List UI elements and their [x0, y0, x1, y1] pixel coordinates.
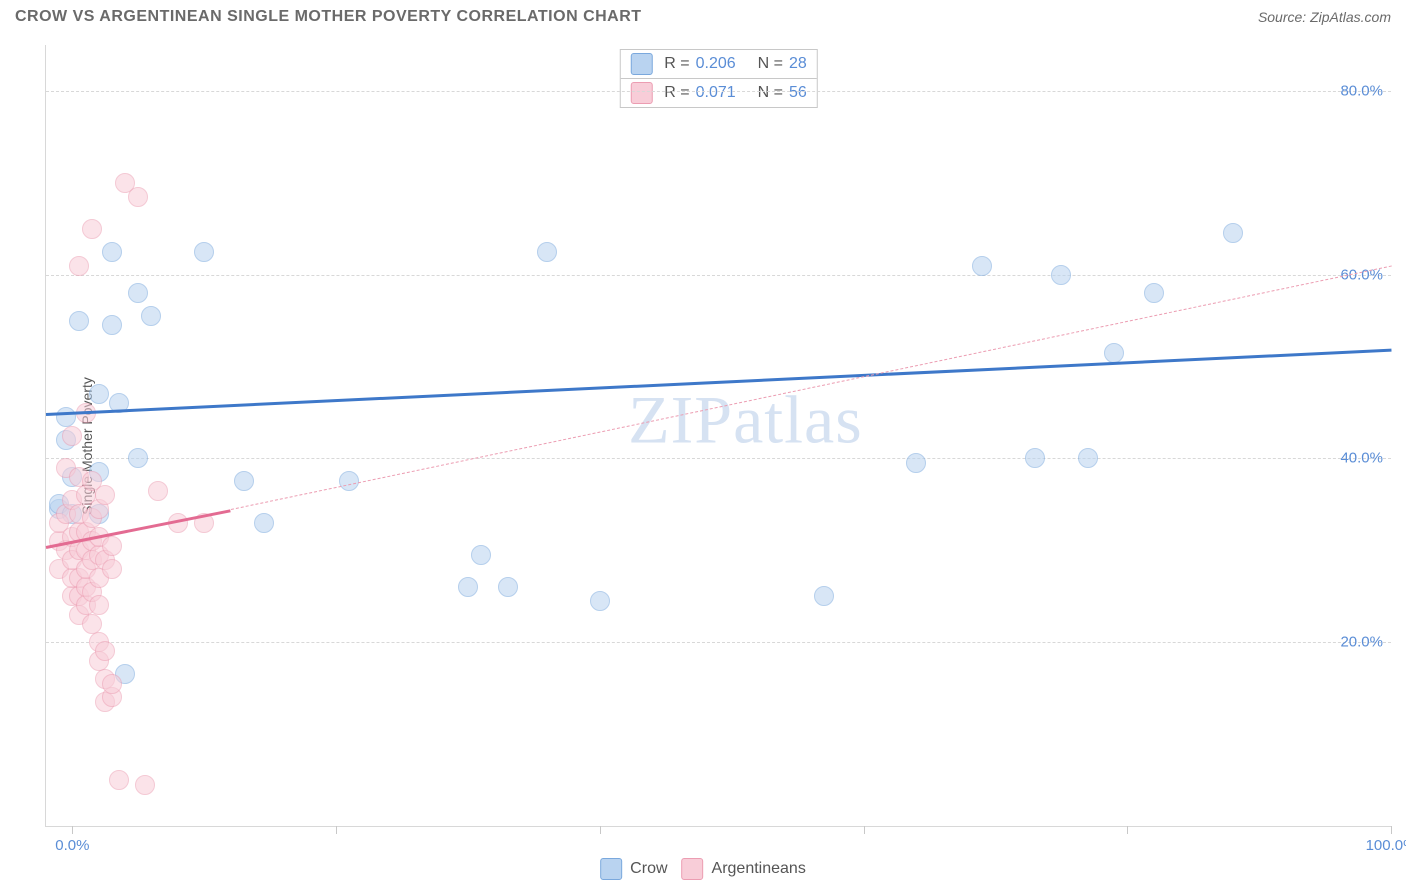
legend-series-label: Crow	[630, 860, 667, 878]
scatter-point	[82, 219, 102, 239]
scatter-point	[1223, 223, 1243, 243]
trend-line	[230, 266, 1391, 510]
x-tick	[1391, 826, 1392, 834]
legend-swatch	[630, 53, 652, 75]
scatter-point	[471, 545, 491, 565]
scatter-point	[89, 595, 109, 615]
legend-r-value: 0.206	[696, 55, 756, 73]
legend-n-value: 56	[789, 84, 807, 102]
scatter-point	[234, 471, 254, 491]
grid-line	[46, 642, 1391, 643]
legend-n-value: 28	[789, 55, 807, 73]
legend-series-item: Crow	[600, 858, 667, 880]
scatter-point	[141, 306, 161, 326]
scatter-point	[102, 242, 122, 262]
scatter-point	[95, 485, 115, 505]
scatter-point	[102, 674, 122, 694]
legend-stats-row: R = 0.206N = 28	[620, 50, 816, 79]
legend-n-label: N =	[758, 55, 783, 73]
scatter-point	[102, 315, 122, 335]
scatter-point	[590, 591, 610, 611]
scatter-point	[95, 641, 115, 661]
scatter-point	[194, 242, 214, 262]
scatter-point	[128, 283, 148, 303]
scatter-point	[102, 536, 122, 556]
scatter-point	[109, 770, 129, 790]
scatter-point	[339, 471, 359, 491]
scatter-point	[498, 577, 518, 597]
y-tick-label: 80.0%	[1340, 82, 1383, 99]
legend-swatch	[600, 858, 622, 880]
source-label: Source: ZipAtlas.com	[1258, 9, 1391, 25]
scatter-point	[69, 311, 89, 331]
legend-r-label: R =	[664, 55, 689, 73]
scatter-point	[69, 256, 89, 276]
scatter-point	[537, 242, 557, 262]
scatter-point	[458, 577, 478, 597]
scatter-point	[1078, 448, 1098, 468]
grid-line	[46, 91, 1391, 92]
legend-r-value: 0.071	[696, 84, 756, 102]
x-tick	[72, 826, 73, 834]
x-tick	[1127, 826, 1128, 834]
legend-r-label: R =	[664, 84, 689, 102]
x-tick-label: 100.0%	[1366, 837, 1406, 854]
scatter-point	[89, 384, 109, 404]
x-tick	[336, 826, 337, 834]
scatter-point	[148, 481, 168, 501]
legend-stats: R = 0.206N = 28 R = 0.071N = 56	[619, 49, 817, 108]
legend-swatch	[630, 82, 652, 104]
legend-series-label: Argentineans	[712, 860, 806, 878]
legend-swatch	[682, 858, 704, 880]
grid-line	[46, 275, 1391, 276]
x-tick-label: 0.0%	[55, 837, 89, 854]
trend-line	[46, 348, 1391, 415]
y-tick-label: 40.0%	[1340, 450, 1383, 467]
scatter-point	[1144, 283, 1164, 303]
scatter-point	[814, 586, 834, 606]
x-tick	[600, 826, 601, 834]
scatter-point	[82, 614, 102, 634]
watermark: ZIPatlas	[628, 380, 863, 459]
legend-n-label: N =	[758, 84, 783, 102]
legend-stats-row: R = 0.071N = 56	[620, 79, 816, 107]
x-tick	[864, 826, 865, 834]
y-tick-label: 20.0%	[1340, 634, 1383, 651]
scatter-point	[62, 426, 82, 446]
scatter-point	[972, 256, 992, 276]
legend-series: Crow Argentineans	[600, 858, 806, 880]
grid-line	[46, 458, 1391, 459]
chart-title: CROW VS ARGENTINEAN SINGLE MOTHER POVERT…	[15, 8, 642, 26]
scatter-point	[56, 407, 76, 427]
scatter-point	[906, 453, 926, 473]
legend-series-item: Argentineans	[682, 858, 806, 880]
scatter-point	[1025, 448, 1045, 468]
scatter-point	[128, 187, 148, 207]
scatter-point	[102, 559, 122, 579]
scatter-point	[135, 775, 155, 795]
scatter-point	[1051, 265, 1071, 285]
scatter-point	[254, 513, 274, 533]
chart-plot-area: ZIPatlas R = 0.206N = 28 R = 0.071N = 56 20.0…	[45, 45, 1391, 827]
scatter-point	[128, 448, 148, 468]
scatter-point	[1104, 343, 1124, 363]
